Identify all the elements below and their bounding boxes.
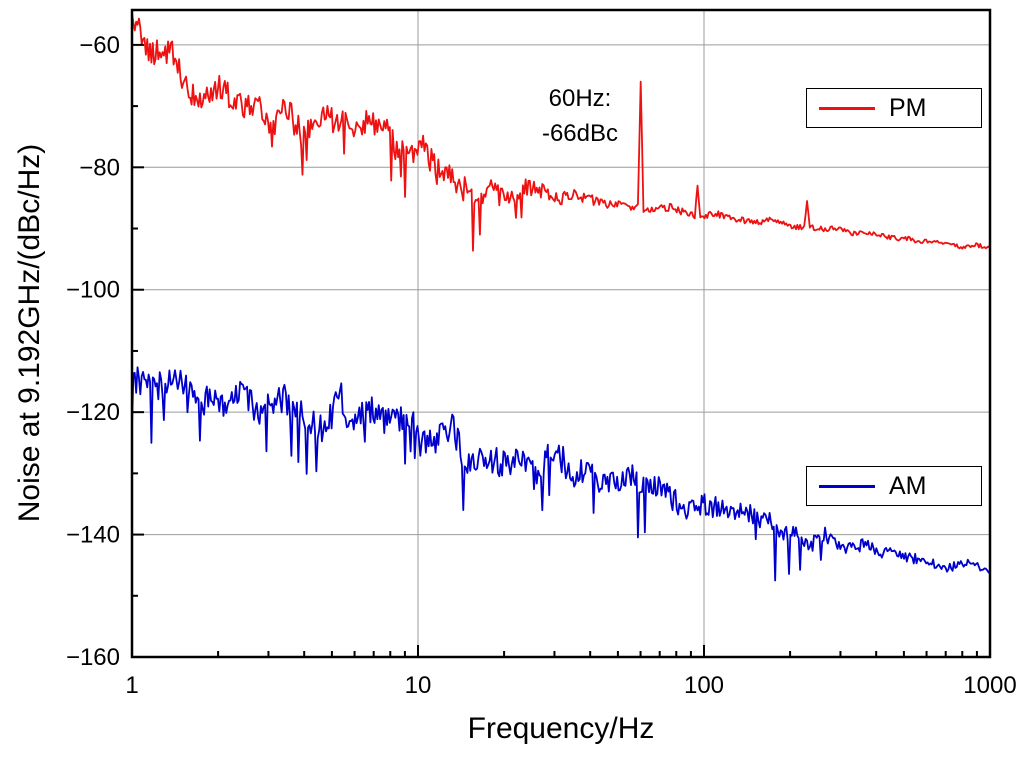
y-tick-label: −140 <box>66 522 120 549</box>
legend-am-box: AM <box>806 466 982 506</box>
x-tick-label: 10 <box>405 672 432 699</box>
y-tick-label: −160 <box>66 644 120 671</box>
legend-pm-box: PM <box>806 88 982 128</box>
x-tick-label: 1000 <box>963 672 1016 699</box>
annotation-line-1: 60Hz: <box>548 85 612 112</box>
pm-trace <box>132 12 990 252</box>
x-tick-label: 1 <box>125 672 138 699</box>
axis-ticks <box>131 43 991 658</box>
tick-labels: 1 10 100 1000 −160 −140 −120 −100 −80 −60 <box>66 32 1017 699</box>
y-tick-label: −60 <box>79 32 120 59</box>
y-axis-title: Noise at 9.192GHz/(dBc/Hz) <box>13 143 46 523</box>
y-tick-label: −80 <box>79 154 120 181</box>
pm-line-sample <box>819 106 875 110</box>
spike-annotation: 60Hz: -66dBc <box>500 82 660 152</box>
plot-frame <box>130 8 992 659</box>
x-axis-title: Frequency/Hz <box>467 712 655 745</box>
series <box>132 12 990 582</box>
gridlines <box>132 10 990 657</box>
legend-am-label: AM <box>889 471 927 500</box>
am-trace <box>132 366 990 582</box>
legend-pm-label: PM <box>889 93 927 122</box>
annotation-line-2: -66dBc <box>541 119 619 147</box>
y-tick-label: −100 <box>66 277 120 304</box>
am-line-sample <box>819 484 875 488</box>
x-tick-label: 100 <box>684 672 724 699</box>
y-tick-label: −120 <box>66 399 120 426</box>
